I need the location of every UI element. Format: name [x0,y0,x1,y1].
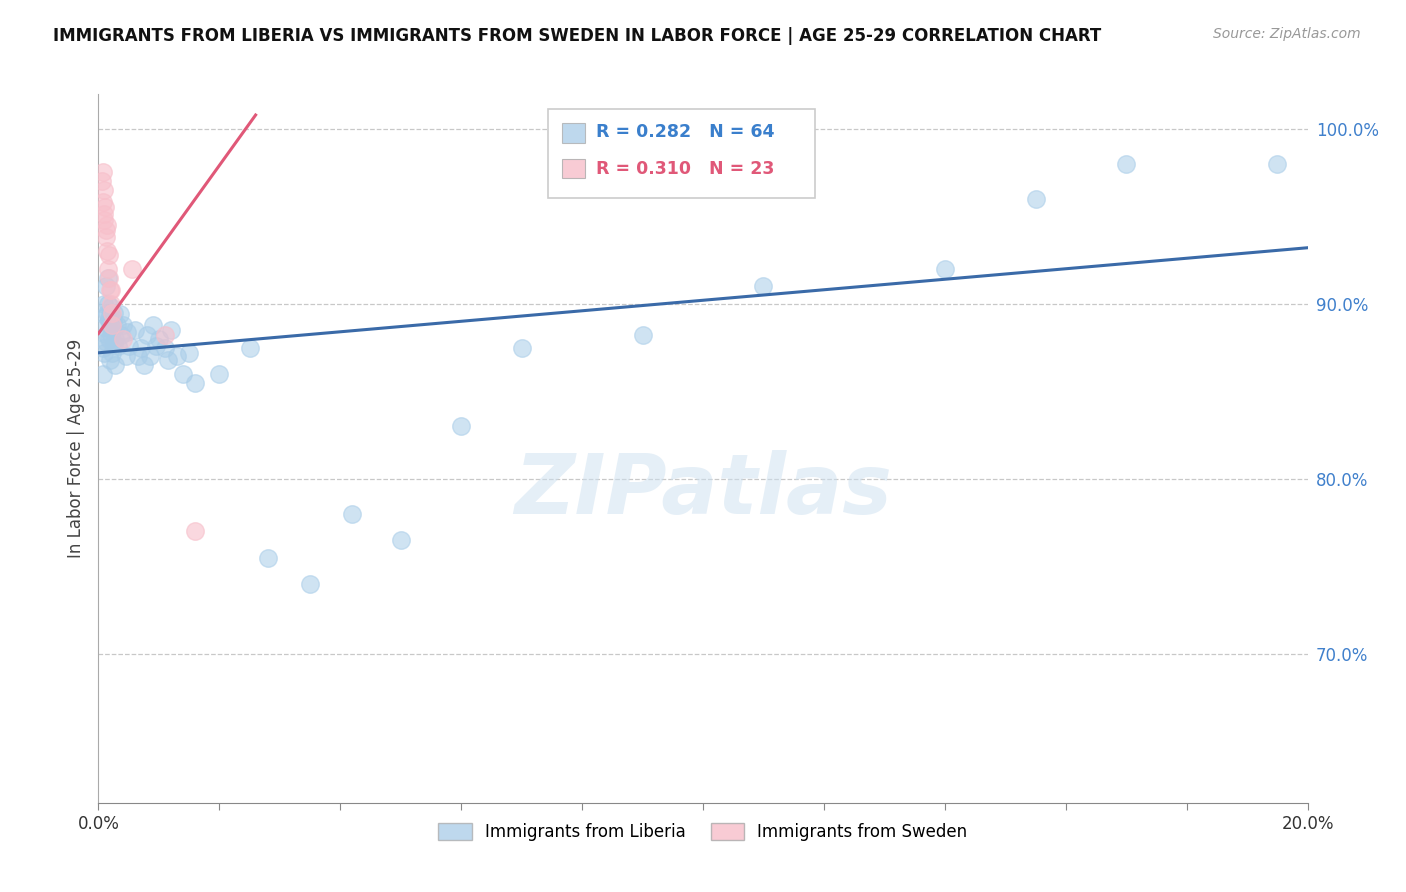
Point [752,279,775,293]
Point [342,507,364,521]
Point [100,283,122,297]
Point [1115,157,1137,171]
Point [96,305,118,319]
Point [91,174,114,188]
Text: R = 0.310   N = 23: R = 0.310 N = 23 [596,160,775,178]
Point [239,341,262,355]
Y-axis label: In Labor Force | Age 25-29: In Labor Force | Age 25-29 [66,339,84,558]
Point [94,223,117,237]
Point [98,310,121,325]
Point [184,376,207,390]
Point [98,283,121,297]
Point [510,341,533,355]
Point [108,307,131,321]
Text: IMMIGRANTS FROM LIBERIA VS IMMIGRANTS FROM SWEDEN IN LABOR FORCE | AGE 25-29 COR: IMMIGRANTS FROM LIBERIA VS IMMIGRANTS FR… [53,27,1102,45]
Point [107,339,129,353]
Point [100,297,122,311]
Point [118,339,141,353]
Point [450,419,472,434]
Point [103,305,125,319]
Point [93,183,115,197]
Point [156,352,179,367]
Point [98,352,121,367]
Point [166,349,188,363]
Point [117,325,139,339]
Point [96,244,118,259]
Point [111,332,134,346]
Point [94,309,117,323]
Point [101,314,124,328]
Point [98,270,121,285]
Point [153,328,176,343]
Point [100,309,122,323]
Point [100,305,122,319]
Point [1024,192,1046,206]
Point [631,328,654,343]
Point [139,349,162,363]
Point [93,212,115,227]
Point [389,533,412,548]
Point [256,550,278,565]
Point [160,323,183,337]
Point [91,165,114,179]
Text: Source: ZipAtlas.com: Source: ZipAtlas.com [1213,27,1361,41]
Point [104,332,127,346]
Point [97,270,120,285]
Point [299,577,322,591]
Point [184,524,207,539]
Legend: Immigrants from Liberia, Immigrants from Sweden: Immigrants from Liberia, Immigrants from… [432,816,974,847]
Point [94,335,117,350]
Point [101,346,124,360]
Point [97,297,120,311]
Point [98,332,121,346]
Point [96,230,118,244]
Point [100,328,122,343]
Point [96,279,118,293]
Point [132,358,155,372]
Point [110,328,132,343]
Point [105,318,128,332]
Point [148,332,170,346]
Point [121,261,143,276]
Point [100,321,122,335]
Point [127,349,149,363]
Point [91,367,114,381]
Point [91,195,114,210]
Point [124,323,146,337]
Point [96,218,118,232]
Point [103,337,125,351]
Point [97,261,120,276]
Point [135,328,157,343]
Point [934,261,956,276]
Point [97,314,120,328]
Point [172,367,194,381]
Point [93,319,115,334]
Point [114,349,136,363]
Text: R = 0.282   N = 64: R = 0.282 N = 64 [596,123,775,141]
Point [97,248,120,262]
Point [91,341,114,355]
Point [153,341,176,355]
Point [111,318,134,332]
Text: ZIPatlas: ZIPatlas [515,450,891,532]
Point [142,318,165,332]
Point [101,318,124,332]
Point [145,339,167,353]
Point [94,201,117,215]
Point [1267,157,1289,171]
Point [93,297,115,311]
Point [100,300,122,314]
Point [104,358,127,372]
Point [96,328,118,343]
Point [129,341,152,355]
Point [208,367,231,381]
Point [93,346,115,360]
Point [179,346,201,360]
Point [93,207,115,221]
